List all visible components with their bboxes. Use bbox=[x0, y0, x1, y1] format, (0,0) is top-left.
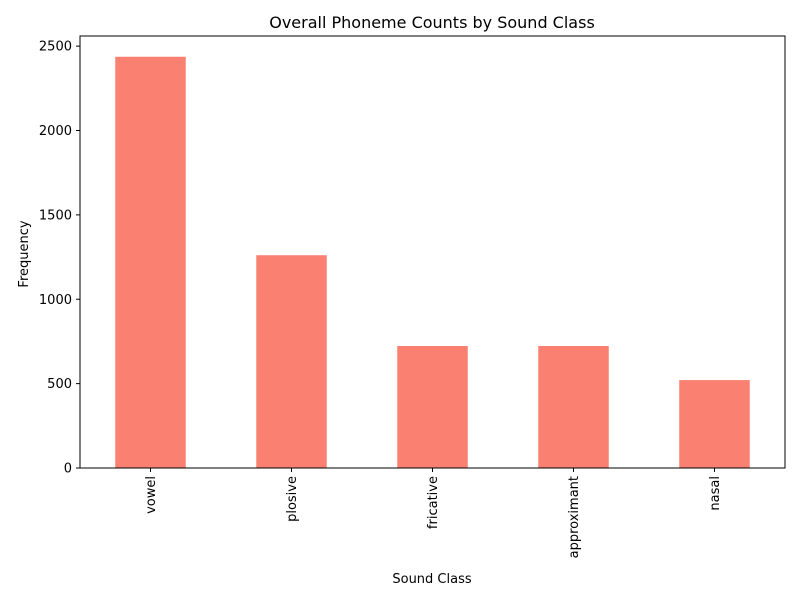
y-tick-label: 500 bbox=[47, 377, 72, 392]
y-axis-label: Frequency bbox=[17, 220, 32, 287]
x-tick-label-plosive: plosive bbox=[285, 476, 300, 522]
y-tick-label: 1000 bbox=[39, 293, 72, 308]
bar-plosive bbox=[256, 255, 327, 468]
x-tick-label-approximant: approximant bbox=[567, 476, 582, 558]
y-tick-label: 0 bbox=[64, 462, 72, 477]
bar-vowel bbox=[115, 56, 186, 468]
x-tick-label-nasal: nasal bbox=[708, 476, 723, 511]
x-tick-label-vowel: vowel bbox=[144, 476, 159, 514]
x-tick-label-fricative: fricative bbox=[426, 476, 441, 529]
y-tick-label: 2500 bbox=[39, 40, 72, 55]
bar-nasal bbox=[679, 380, 750, 468]
bar-approximant bbox=[538, 345, 609, 468]
x-axis-label: Sound Class bbox=[392, 572, 471, 587]
plot-area: 0 500 1000 1500 2000 2500 vowel plosive fricativ… bbox=[39, 35, 786, 558]
bar-fricative bbox=[397, 345, 468, 468]
y-tick-label: 1500 bbox=[39, 208, 72, 223]
y-tick-label: 2000 bbox=[39, 124, 72, 139]
chart-title: Overall Phoneme Counts by Sound Class bbox=[269, 13, 595, 32]
